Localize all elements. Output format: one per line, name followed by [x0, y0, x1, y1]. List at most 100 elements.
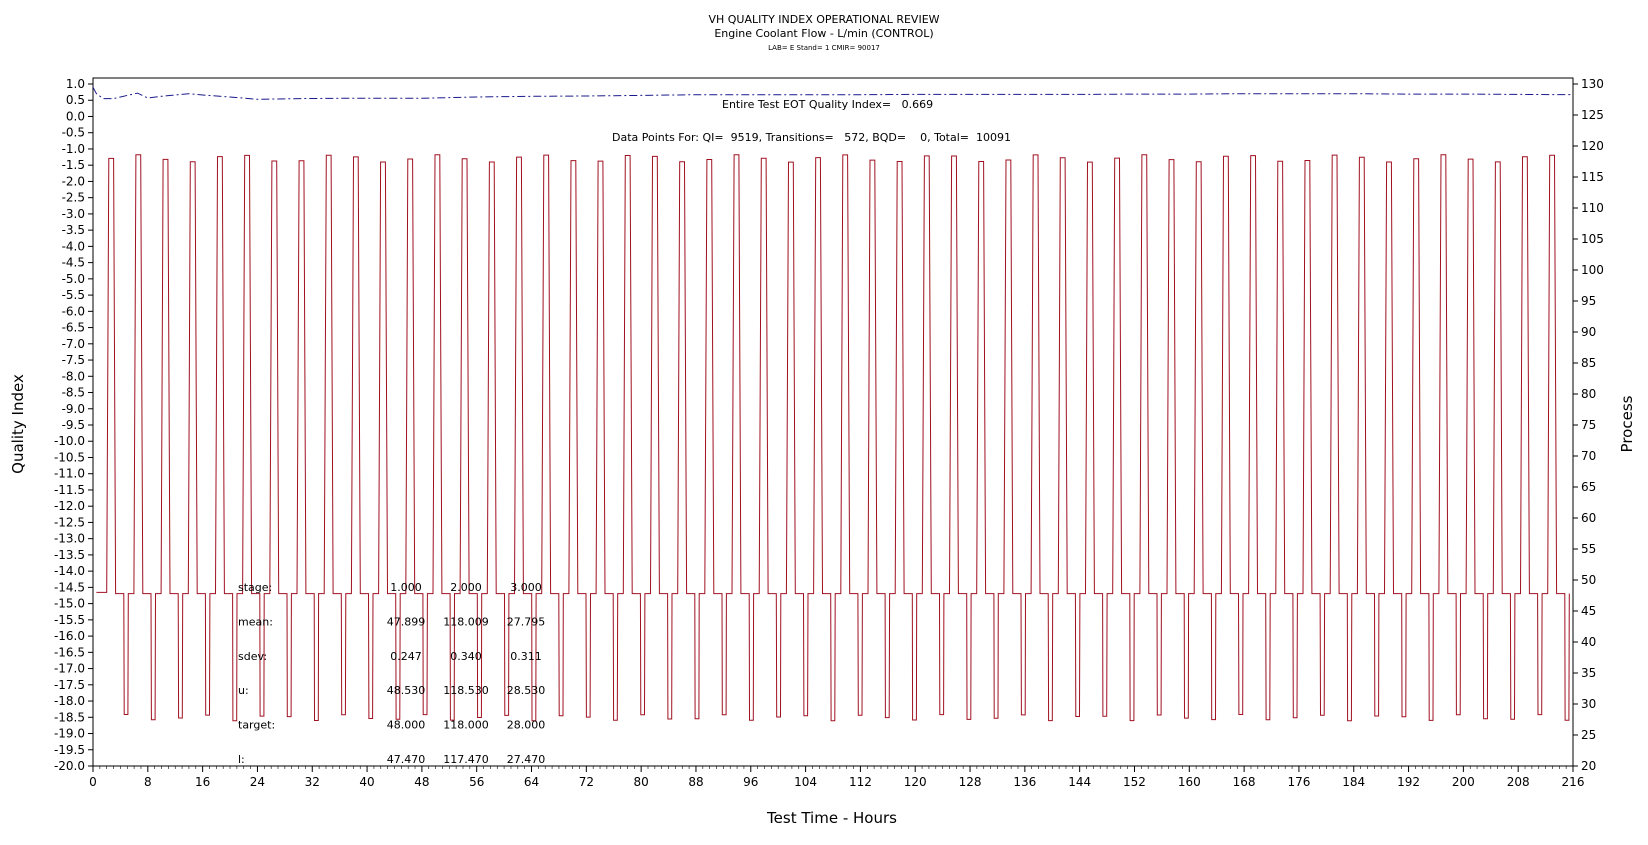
annotation-points: Data Points For: QI= 9519, Transitions= …	[612, 131, 1011, 144]
stats-cell: 118.530	[443, 684, 489, 697]
stats-cell: 28.530	[507, 684, 546, 697]
y-tick-label: -8.0	[62, 369, 85, 383]
stats-cell: 0.247	[390, 650, 422, 663]
x-tick-label: 104	[794, 775, 817, 789]
y2-tick-label: 105	[1581, 232, 1604, 246]
stats-row-label: stage:	[238, 581, 272, 594]
x-tick-label: 48	[414, 775, 429, 789]
stats-cell: 2.000	[450, 581, 482, 594]
x-tick-label: 16	[195, 775, 210, 789]
y2-tick-label: 95	[1581, 294, 1596, 308]
x-tick-label: 112	[849, 775, 872, 789]
y-tick-label: -7.5	[62, 353, 85, 367]
y-tick-label: -18.0	[54, 694, 85, 708]
y-tick-label: -12.0	[54, 499, 85, 513]
y-axis-left: 1.0 0.5 0.0 -0.5 -1.0 -1.5 -2.0 -2.5 -3.0 -3.5 -4.…	[54, 77, 93, 773]
y2-tick-label: 45	[1581, 604, 1596, 618]
y2-tick-label: 25	[1581, 728, 1596, 742]
y-tick-label: -8.5	[62, 386, 85, 400]
x-tick-label: 192	[1397, 775, 1420, 789]
x-tick-label: 152	[1123, 775, 1146, 789]
y2-tick-label: 70	[1581, 449, 1596, 463]
y-tick-label: -15.5	[54, 613, 85, 627]
stats-row-label: u:	[238, 684, 249, 697]
stats-row-label: mean:	[238, 615, 273, 628]
chart-title: VH QUALITY INDEX OPERATIONAL REVIEW	[708, 13, 939, 26]
y2-tick-label: 35	[1581, 666, 1596, 680]
y-tick-label: -4.5	[62, 256, 85, 270]
stats-cell: 117.470	[443, 753, 489, 766]
y-tick-label: -19.0	[54, 727, 85, 741]
x-tick-label: 160	[1178, 775, 1201, 789]
x-tick-label: 24	[250, 775, 265, 789]
y2-tick-label: 30	[1581, 697, 1596, 711]
y2-tick-label: 50	[1581, 573, 1596, 587]
x-tick-label: 80	[634, 775, 649, 789]
y2-tick-label: 120	[1581, 139, 1604, 153]
y-tick-label: -1.5	[62, 158, 85, 172]
y2-tick-label: 90	[1581, 325, 1596, 339]
chart-sub-subtitle: LAB= E Stand= 1 CMIR= 90017	[768, 44, 880, 52]
y2-tick-label: 75	[1581, 418, 1596, 432]
y-tick-label: -3.5	[62, 223, 85, 237]
y2-axis-label: Process	[1618, 395, 1636, 452]
stats-cell: 0.340	[450, 650, 482, 663]
y-tick-label: -20.0	[54, 759, 85, 773]
x-tick-label: 64	[524, 775, 539, 789]
y-tick-label: -1.0	[62, 142, 85, 156]
y2-tick-label: 80	[1581, 387, 1596, 401]
y-tick-label: 0.5	[66, 93, 85, 107]
y-tick-label: -4.0	[62, 239, 85, 253]
y-tick-label: -13.5	[54, 548, 85, 562]
stats-cell: 27.795	[507, 615, 546, 628]
y-tick-label: -0.5	[62, 126, 85, 140]
y-tick-label: -3.0	[62, 207, 85, 221]
series-layer	[92, 86, 1574, 722]
y-tick-label: -11.5	[54, 483, 85, 497]
y2-tick-label: 115	[1581, 170, 1604, 184]
x-axis-label: Test Time - Hours	[766, 809, 897, 827]
y-tick-label: -2.0	[62, 174, 85, 188]
chart-subtitle: Engine Coolant Flow - L/min (CONTROL)	[714, 27, 933, 40]
y-tick-label: -10.0	[54, 434, 85, 448]
y-tick-label: -19.5	[54, 743, 85, 757]
x-tick-label: 0	[89, 775, 97, 789]
stats-table: stage: 1.000 2.000 3.000 mean: 47.899 118.009 2…	[238, 581, 545, 766]
y-tick-label: -2.5	[62, 191, 85, 205]
x-tick-label: 144	[1068, 775, 1091, 789]
y2-tick-label: 85	[1581, 356, 1596, 370]
x-tick-label: 40	[359, 775, 374, 789]
stats-cell: 118.000	[443, 719, 489, 732]
y-tick-label: -16.0	[54, 629, 85, 643]
x-tick-label: 72	[579, 775, 594, 789]
y-tick-label: 1.0	[66, 77, 85, 91]
plot-frame	[92, 77, 1574, 767]
stats-cell: 3.000	[510, 581, 542, 594]
x-tick-label: 184	[1342, 775, 1365, 789]
stats-cell: 1.000	[390, 581, 422, 594]
y2-tick-label: 40	[1581, 635, 1596, 649]
y-tick-label: -15.0	[54, 597, 85, 611]
y-tick-label: -6.5	[62, 321, 85, 335]
stats-row-label: target:	[238, 719, 275, 732]
y-tick-label: -17.5	[54, 678, 85, 692]
y2-tick-label: 110	[1581, 201, 1604, 215]
stats-row-label: l:	[238, 753, 245, 766]
y-axis-right: 130 125 120 115 110 105 100 95 90 85 80 75 70 65 60 55 5…	[1573, 77, 1604, 773]
x-tick-label: 8	[144, 775, 152, 789]
stats-cell: 48.000	[387, 719, 426, 732]
x-tick-label: 200	[1452, 775, 1475, 789]
y-tick-label: -9.5	[62, 418, 85, 432]
y-tick-label: -12.5	[54, 515, 85, 529]
y-tick-label: -16.5	[54, 645, 85, 659]
x-tick-label: 96	[743, 775, 758, 789]
y-tick-label: -5.5	[62, 288, 85, 302]
x-tick-label: 208	[1507, 775, 1530, 789]
quality-index-line	[92, 86, 1574, 100]
stats-cell: 48.530	[387, 684, 426, 697]
y-tick-label: -10.5	[54, 450, 85, 464]
x-tick-label: 120	[904, 775, 927, 789]
x-tick-label: 176	[1287, 775, 1310, 789]
y-tick-label: -7.0	[62, 337, 85, 351]
